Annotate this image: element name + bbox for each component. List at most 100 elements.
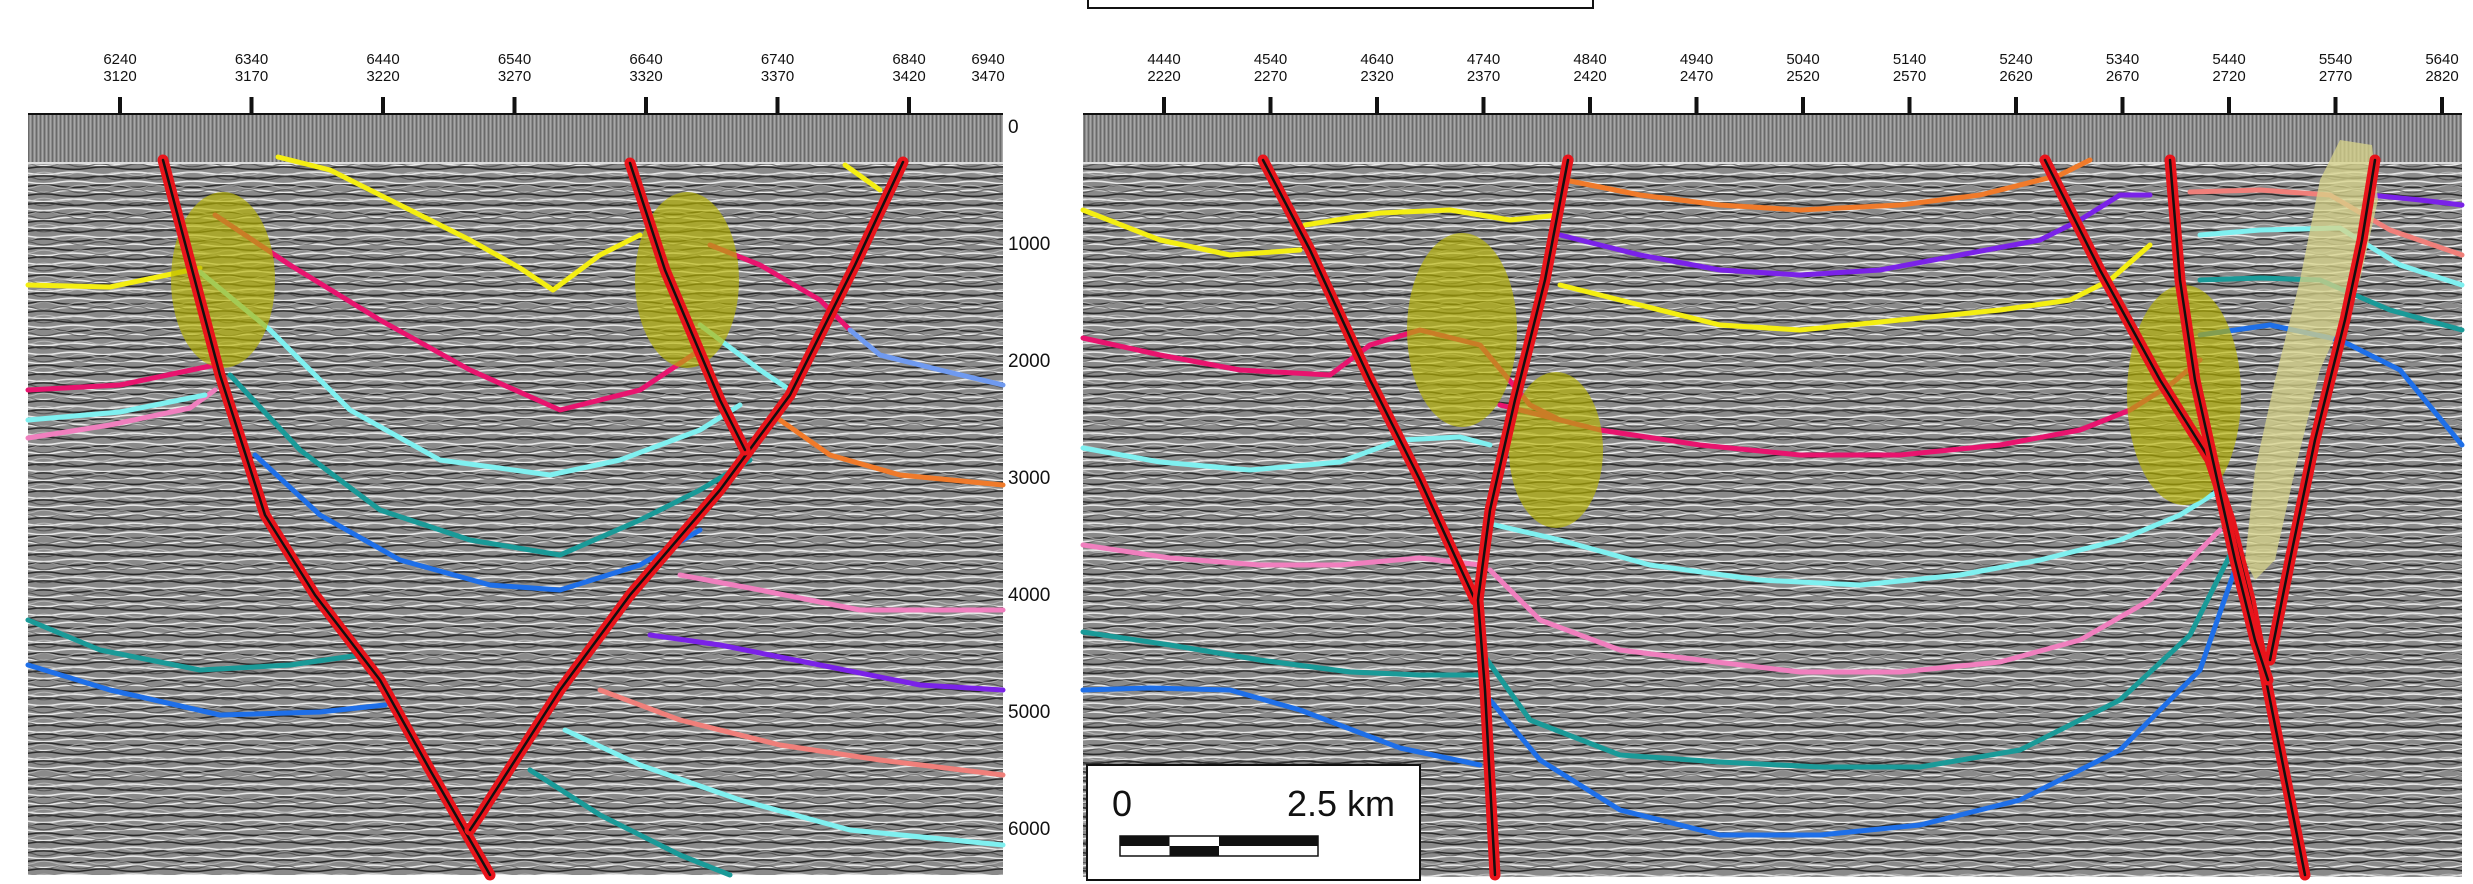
horizon-magenta-left	[25, 362, 218, 393]
horizon-orange-right	[777, 417, 1006, 488]
highlight-band-right-pale	[2245, 140, 2378, 580]
horizon-magenta-fold	[212, 212, 703, 413]
horizon-salmon-right	[597, 687, 1006, 778]
axis-cdp-label: 6740	[761, 51, 794, 68]
horizon-pink-right	[677, 572, 1006, 613]
axis-cdp-label: 6840	[892, 51, 925, 68]
depth-label: 4000	[1008, 585, 1050, 606]
axis-cdp-label: 6440	[366, 51, 399, 68]
horizon-blue-mid	[1487, 552, 2243, 838]
horizon-yellow-fold	[275, 154, 643, 293]
axis-cdp-label: 5240	[1999, 51, 2032, 68]
depth-label: 6000	[1008, 819, 1050, 840]
axis-shot-label: 3470	[971, 68, 1004, 85]
scale-bar-segment	[1169, 846, 1219, 856]
axis-shot-label: 3370	[761, 68, 794, 85]
horizon-yellow-right-a	[1080, 207, 1303, 258]
scale-bar-end-label: 2.5 km	[1287, 783, 1395, 824]
axis-cdp-label: 4640	[1360, 51, 1393, 68]
horizon-light-blue-right	[847, 327, 1006, 388]
horizon-pink-mid	[1487, 527, 2223, 675]
axis-cdp-label: 5540	[2319, 51, 2352, 68]
left-horizons	[25, 154, 1006, 878]
axis-cdp-label: 4440	[1147, 51, 1180, 68]
axis-shot-label: 3220	[366, 68, 399, 85]
right-water-column	[1083, 115, 2462, 163]
axis-cdp-label: 6940	[971, 51, 1004, 68]
axis-cdp-label: 5640	[2425, 51, 2458, 68]
axis-shot-label: 3170	[235, 68, 268, 85]
axis-shot-label: 2570	[1893, 68, 1926, 85]
scale-bar-start-label: 0	[1112, 783, 1132, 824]
horizon-yellow-right-stub	[842, 162, 883, 193]
axis-shot-label: 2320	[1360, 68, 1393, 85]
horizon-cyan-deep-right	[562, 727, 1006, 848]
left-highlight-zones	[171, 192, 739, 368]
horizon-teal-mid	[1477, 552, 2233, 770]
axis-cdp-label: 4540	[1254, 51, 1287, 68]
axis-shot-label: 2220	[1147, 68, 1180, 85]
axis-cdp-label: 6640	[629, 51, 662, 68]
horizon-cyan-mid	[1492, 487, 2223, 588]
axis-cdp-label: 4740	[1467, 51, 1500, 68]
axis-shot-label: 3420	[892, 68, 925, 85]
horizon-yellow-right-c	[1557, 242, 2153, 333]
axis-shot-label: 2470	[1680, 68, 1713, 85]
scale-bar-box	[1086, 764, 1421, 881]
horizon-teal-deep-left	[25, 617, 363, 673]
scale-bar: 0 2.5 km	[1086, 764, 1421, 881]
axis-cdp-label: 5040	[1786, 51, 1819, 68]
scale-bar-segment	[1219, 836, 1318, 846]
axis-cdp-label: 5140	[1893, 51, 1926, 68]
axis-shot-label: 3120	[103, 68, 136, 85]
right-highlight-zones	[1407, 140, 2378, 580]
horizon-blue-right	[1080, 685, 1483, 768]
horizon-blue-deep-left	[25, 662, 388, 718]
left-faults	[157, 154, 909, 881]
horizon-pink-right	[1080, 542, 1483, 568]
horizon-cyan-left	[25, 392, 208, 423]
axis-cdp-label: 4940	[1680, 51, 1713, 68]
axis-shot-label: 2620	[1999, 68, 2032, 85]
horizon-violet-top	[1557, 192, 2153, 278]
horizon-teal-fold	[227, 372, 753, 558]
right-seismic-section	[1083, 115, 2462, 877]
axis-shot-label: 2520	[1786, 68, 1819, 85]
horizon-violet-east	[2367, 192, 2465, 208]
axis-cdp-label: 5440	[2212, 51, 2245, 68]
highlight-ellipse-left-a	[171, 192, 275, 368]
depth-label: 0	[1008, 117, 1019, 138]
axis-shot-label: 2670	[2106, 68, 2139, 85]
axis-cdp-label: 6240	[103, 51, 136, 68]
axis-cdp-label: 5340	[2106, 51, 2139, 68]
highlight-ellipse-right-a	[1407, 233, 1517, 427]
horizon-yellow-right-b	[1302, 207, 1563, 228]
horizon-teal-right	[1080, 629, 1483, 678]
depth-label: 5000	[1008, 702, 1050, 723]
horizon-yellow-left	[25, 265, 203, 290]
horizon-blue-fold	[252, 452, 703, 593]
axis-shot-label: 3270	[498, 68, 531, 85]
highlight-ellipse-left-b	[635, 192, 739, 368]
right-faults	[1257, 154, 2381, 881]
axis-shot-label: 2370	[1467, 68, 1500, 85]
horizon-cyan-right	[1080, 434, 1493, 473]
axis-cdp-label: 6340	[235, 51, 268, 68]
horizon-pink-left	[25, 387, 218, 441]
top-box-fragment	[1087, 0, 1594, 9]
depth-label: 1000	[1008, 234, 1050, 255]
depth-label: 3000	[1008, 468, 1050, 489]
axis-shot-label: 2270	[1254, 68, 1287, 85]
highlight-ellipse-right-b	[1509, 372, 1603, 528]
horizon-cyan-fold	[197, 269, 743, 478]
axis-shot-label: 3320	[629, 68, 662, 85]
axis-cdp-label: 4840	[1573, 51, 1606, 68]
axis-shot-label: 2770	[2319, 68, 2352, 85]
axis-shot-label: 2720	[2212, 68, 2245, 85]
horizon-violet-right	[647, 632, 1006, 693]
